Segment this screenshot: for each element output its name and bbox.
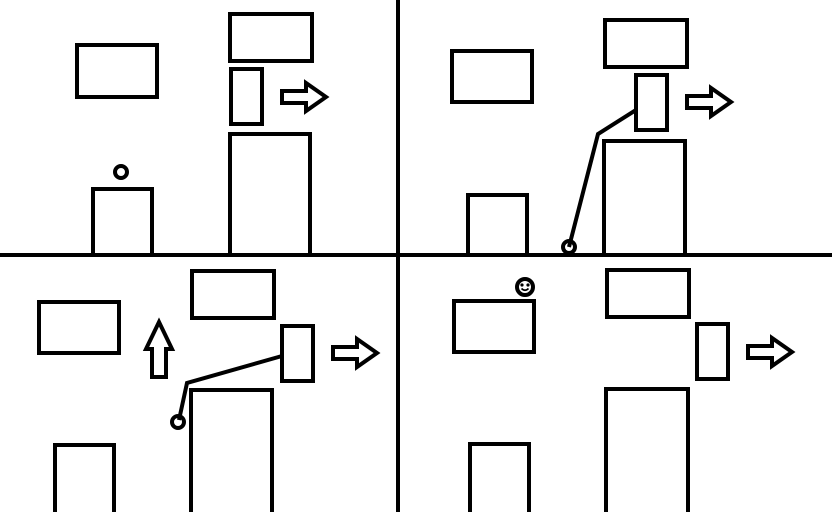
rope <box>177 354 283 421</box>
smiley-face-icon <box>520 283 530 292</box>
moving-block <box>229 67 264 126</box>
small-pillar <box>53 443 116 512</box>
panel-3 <box>37 269 381 512</box>
panel-4 <box>452 268 796 512</box>
moving-block <box>695 322 730 381</box>
floating-platform-top <box>605 268 691 319</box>
arrow-right-icon <box>331 335 381 371</box>
smiling-ball-player <box>515 277 535 297</box>
ball-player <box>170 414 186 430</box>
arrow-up-icon <box>142 317 176 379</box>
floating-platform <box>37 300 121 355</box>
ball-player <box>113 164 129 180</box>
arrow-right-icon <box>685 84 735 120</box>
floating-platform-top <box>228 12 314 63</box>
moving-block <box>280 324 315 383</box>
small-pillar <box>468 442 531 512</box>
arrow-right-icon <box>280 79 330 115</box>
panel-1 <box>75 12 330 255</box>
ball-player <box>515 277 535 297</box>
tall-pillar <box>602 139 687 255</box>
arrow-right-icon <box>746 334 796 370</box>
small-pillar <box>91 187 154 255</box>
floating-platform-top <box>190 269 276 320</box>
tall-pillar <box>604 387 690 512</box>
floating-platform-top <box>603 18 689 69</box>
floating-platform <box>75 43 159 99</box>
panel-2 <box>450 18 735 255</box>
floating-platform <box>452 299 536 354</box>
floating-platform <box>450 49 534 104</box>
ball-player <box>561 239 577 255</box>
moving-block <box>634 73 669 132</box>
small-pillar <box>466 193 529 255</box>
tall-pillar <box>228 132 312 255</box>
tall-pillar <box>189 388 274 512</box>
rope <box>567 108 638 248</box>
